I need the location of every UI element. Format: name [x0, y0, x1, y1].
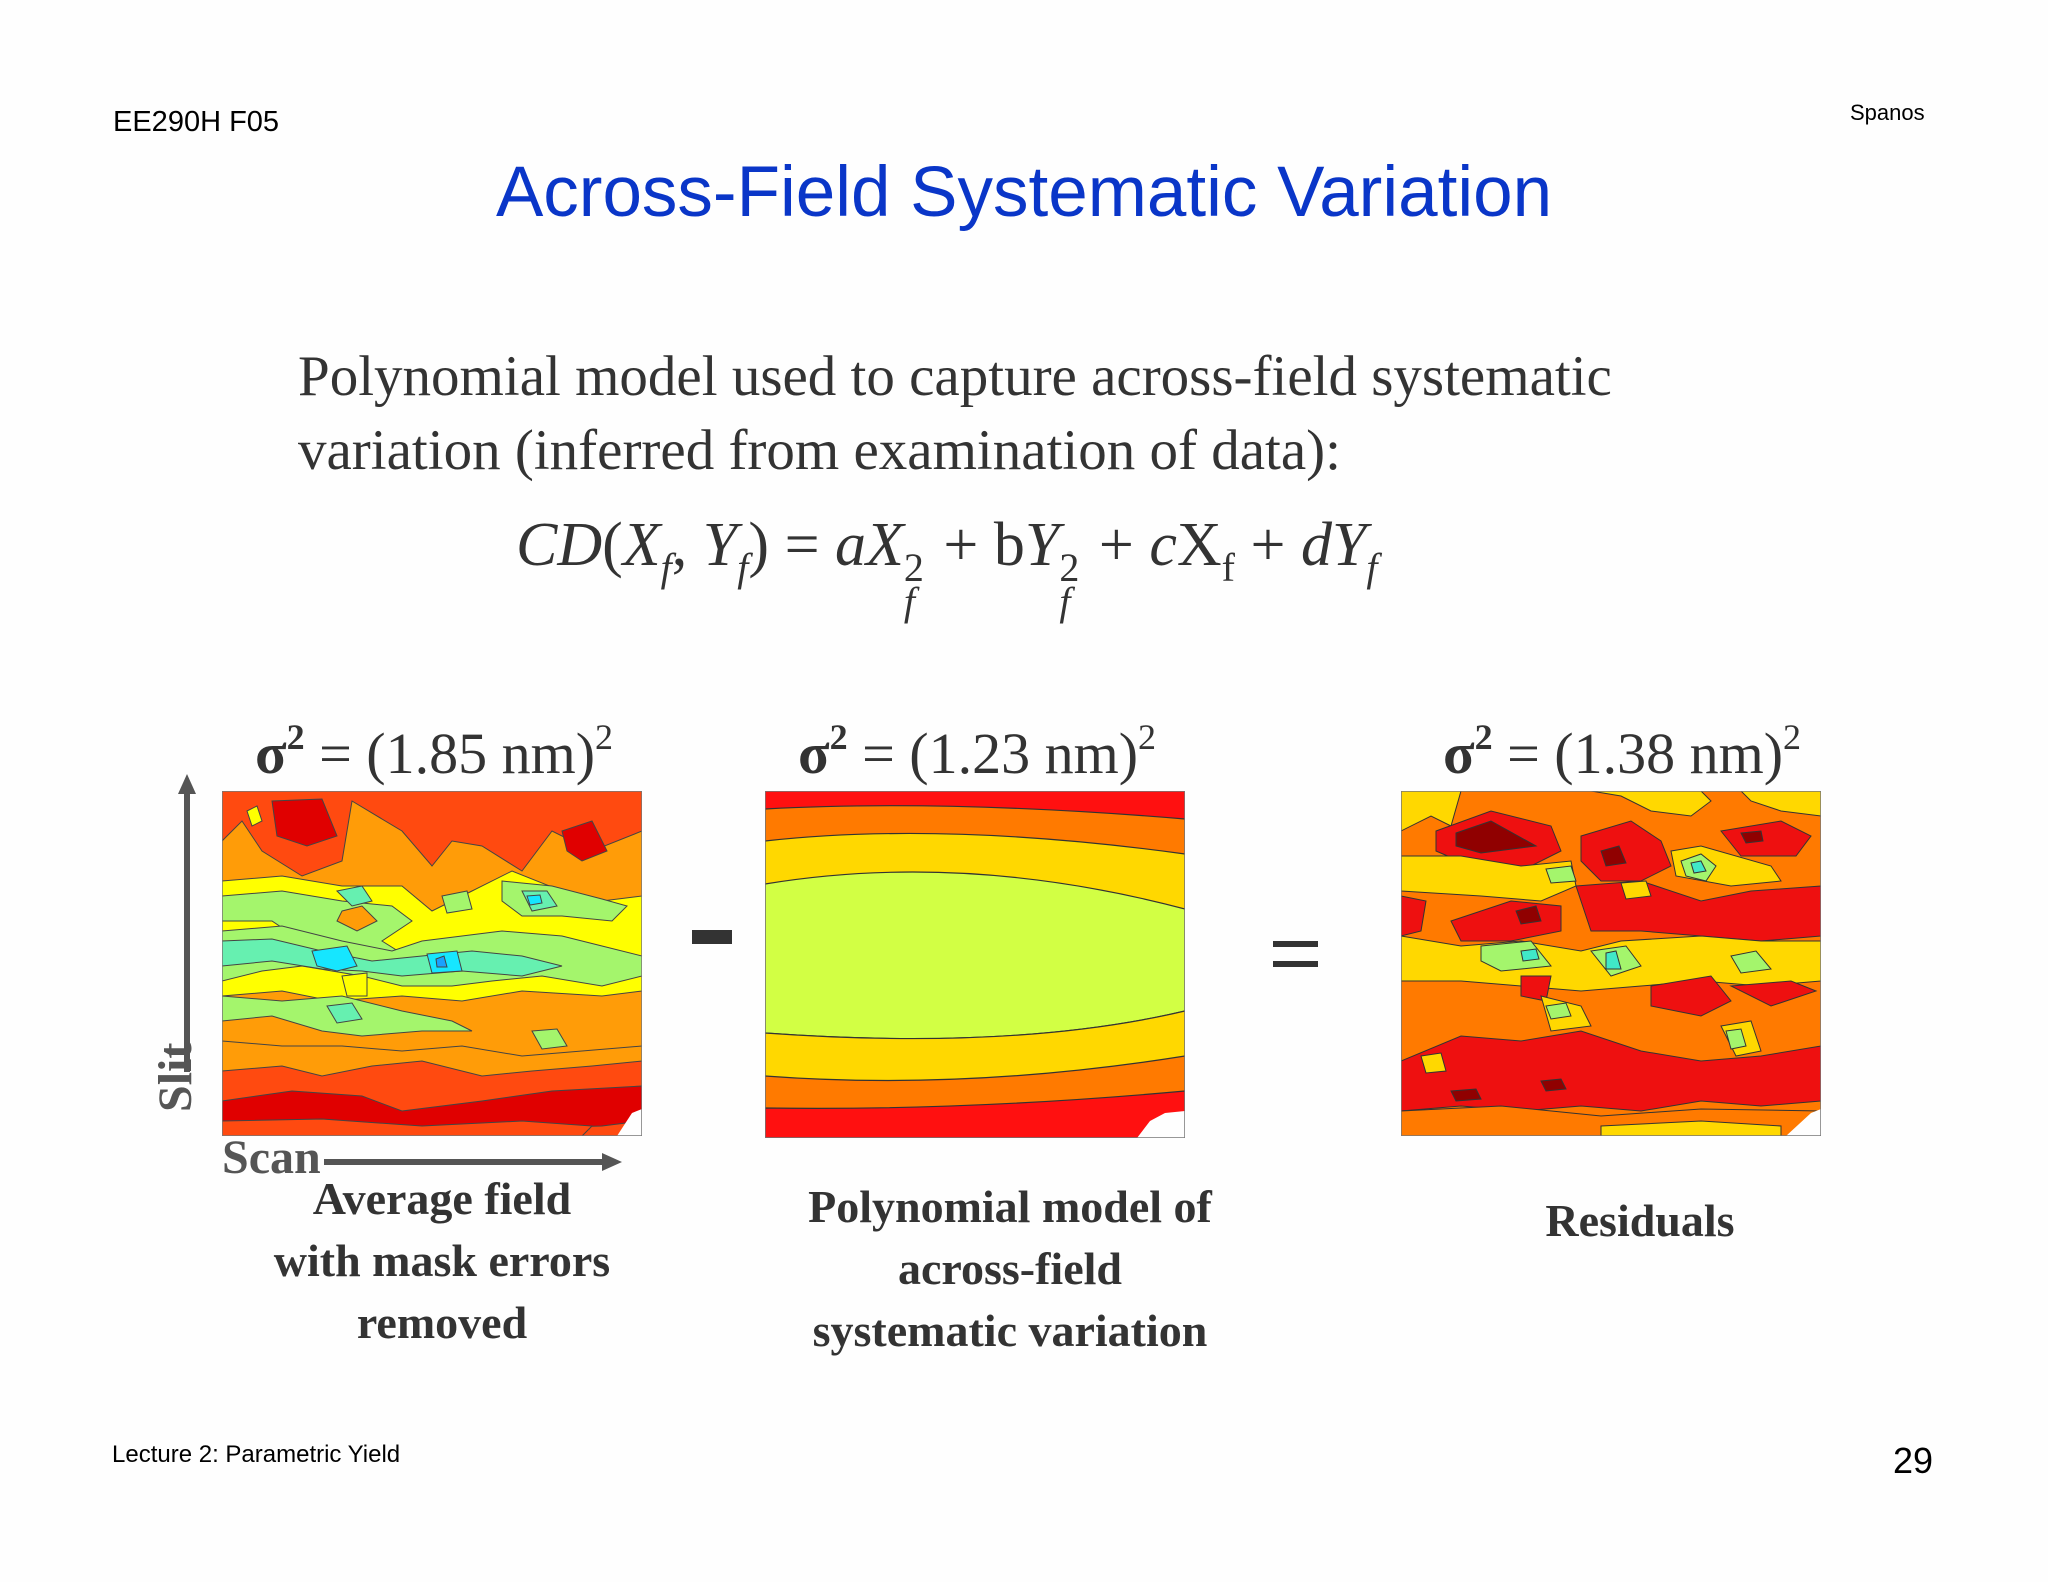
body-paragraph: Polynomial model used to capture across-… — [298, 340, 1798, 488]
sigma-value: = (1.85 nm) — [304, 721, 596, 786]
eq-coef-a: a — [835, 511, 867, 579]
body-line-1: Polynomial model used to capture across-… — [298, 345, 1612, 408]
sigma-label-residuals: σ2 = (1.38 nm)2 — [1443, 716, 1801, 787]
footer-lecture: Lecture 2: Parametric Yield — [112, 1441, 401, 1468]
caption-line: Residuals — [1545, 1195, 1735, 1246]
page-number: 29 — [1893, 1440, 1934, 1481]
equals-operator-bottom — [1273, 961, 1318, 967]
scan-axis-arrow — [324, 1153, 622, 1171]
scan-axis-label: Scan — [222, 1131, 321, 1184]
caption-line: Average field — [312, 1173, 572, 1224]
eq-plus: + — [1250, 511, 1286, 579]
polynomial-equation: CD(Xf, Yf) = aX 2 f + bY 2 f + cXf + dYf — [516, 511, 1378, 624]
eq-x: X — [866, 511, 904, 579]
eq-y: Y — [702, 511, 738, 579]
eq-x: X — [622, 511, 661, 579]
eq-coef-d: d — [1300, 511, 1332, 579]
contour-plot-average-field — [222, 791, 642, 1136]
value-exp: 2 — [595, 717, 614, 757]
minus-operator — [692, 930, 732, 944]
eq-coef-b: b — [993, 511, 1025, 579]
author-label: Spanos — [1850, 100, 1925, 125]
eq-sub: f — [737, 545, 749, 590]
sigma-value: = (1.38 nm) — [1492, 721, 1784, 786]
equals-operator-top — [1273, 941, 1318, 947]
sigma-value: = (1.23 nm) — [847, 721, 1139, 786]
eq-plus: + — [943, 511, 979, 579]
caption-line: with mask errors — [273, 1235, 611, 1286]
contour-plot-residuals — [1401, 791, 1821, 1136]
eq-sub: f — [903, 579, 916, 624]
eq-y: Y — [1024, 511, 1060, 579]
sigma-exp: 2 — [1474, 717, 1493, 757]
eq-sub: f — [1059, 579, 1071, 624]
eq-exp: 2 — [1059, 545, 1080, 590]
sigma-label-model: σ2 = (1.23 nm)2 — [798, 716, 1156, 787]
contour-plot-polynomial-model — [765, 791, 1185, 1138]
slide-title: Across-Field Systematic Variation — [495, 153, 1553, 232]
body-line-2: variation (inferred from examination of … — [298, 419, 1341, 482]
eq-y: Y — [1331, 511, 1367, 579]
eq-exp: 2 — [903, 545, 924, 590]
eq-x-upright: X — [1176, 511, 1222, 579]
eq-comma: , — [671, 511, 688, 579]
value-exp: 2 — [1138, 717, 1157, 757]
slit-axis-label: Slit — [149, 1042, 202, 1112]
value-exp: 2 — [1783, 717, 1802, 757]
sigma-symbol: σ — [1443, 721, 1475, 786]
caption-average-field: Average field with mask errors removed — [222, 1168, 662, 1354]
eq-equals: = — [784, 511, 820, 579]
caption-line: across-field — [897, 1243, 1122, 1294]
caption-polynomial-model: Polynomial model of across-field systema… — [750, 1176, 1270, 1362]
caption-line: removed — [356, 1297, 528, 1348]
sigma-label-average: σ2 = (1.85 nm)2 — [255, 716, 613, 787]
caption-residuals: Residuals — [1430, 1190, 1850, 1252]
eq-lhs: CD — [516, 511, 603, 579]
slit-axis-arrow — [178, 774, 196, 1072]
course-label: EE290H F05 — [113, 106, 280, 138]
caption-line: systematic variation — [812, 1305, 1208, 1356]
eq-coef-c: c — [1149, 511, 1177, 579]
eq-sub: f — [1366, 545, 1378, 590]
caption-line: Polynomial model of — [808, 1181, 1212, 1232]
eq-sub-upright: f — [1221, 545, 1235, 590]
sigma-exp: 2 — [829, 717, 848, 757]
sigma-symbol: σ — [798, 721, 830, 786]
sigma-symbol: σ — [255, 721, 287, 786]
eq-plus: + — [1098, 511, 1134, 579]
eq-sub: f — [660, 545, 672, 590]
sigma-exp: 2 — [286, 717, 305, 757]
